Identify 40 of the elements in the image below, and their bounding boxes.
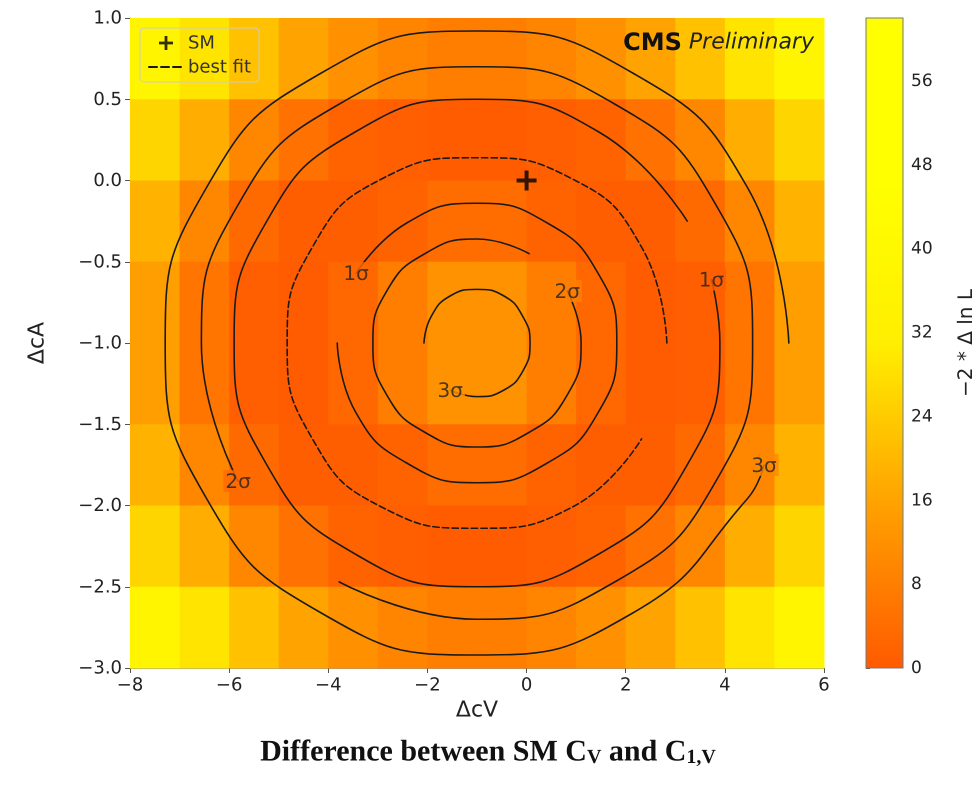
- color-bar-label: 48: [911, 154, 933, 175]
- color-bar-label: 16: [911, 490, 933, 510]
- color-bar-label: 8: [911, 574, 922, 594]
- x-tick-label: 6: [818, 674, 830, 696]
- y-tick-label: −0.5: [78, 251, 122, 272]
- text: Difference between SM CV and C1,V: [260, 734, 716, 768]
- color-bar-label: 0: [911, 658, 922, 678]
- x-tick-label: 2: [620, 674, 632, 696]
- x-tick-label: −4: [315, 674, 342, 696]
- line-series: [286, 156, 668, 530]
- annotation: 2σ: [554, 279, 580, 303]
- color-bar-title: −2 * Δ ln L: [953, 288, 976, 397]
- legend-label: SM: [188, 32, 215, 54]
- y-tick-label: 1.0: [93, 8, 122, 28]
- y-axis-title: ΔcA: [24, 322, 50, 364]
- y-tick-label: −2.0: [78, 495, 122, 516]
- annotation: 1σ: [698, 268, 724, 292]
- x-tick-label: 0: [520, 674, 532, 696]
- x-tick-label: −2: [414, 674, 441, 696]
- legend-label: best fit: [188, 56, 252, 78]
- annotation: 3σ: [438, 378, 464, 402]
- y-tick-label: −1.5: [78, 414, 122, 435]
- annotation: 1σ: [343, 261, 370, 286]
- x-axis-title: ΔcV: [456, 697, 498, 722]
- x-tick-label: −6: [216, 674, 242, 696]
- annotation: CMS Preliminary: [623, 28, 815, 56]
- color-bar-label: 56: [911, 70, 933, 91]
- line-series: [372, 238, 582, 448]
- y-tick-label: 0.0: [93, 170, 122, 191]
- color-bar-label: 24: [911, 406, 933, 426]
- x-tick-label: 4: [719, 674, 731, 696]
- line-series: [336, 202, 618, 484]
- color-bar-label: 32: [911, 322, 933, 343]
- color-bar-label: 40: [911, 238, 933, 259]
- annotation: 2σ: [225, 469, 252, 494]
- line-series: [423, 288, 531, 398]
- y-tick-label: 0.5: [93, 88, 122, 110]
- y-tick-label: −2.5: [78, 576, 122, 598]
- annotation: 3σ: [751, 452, 778, 477]
- y-tick-label: −1.0: [78, 332, 122, 354]
